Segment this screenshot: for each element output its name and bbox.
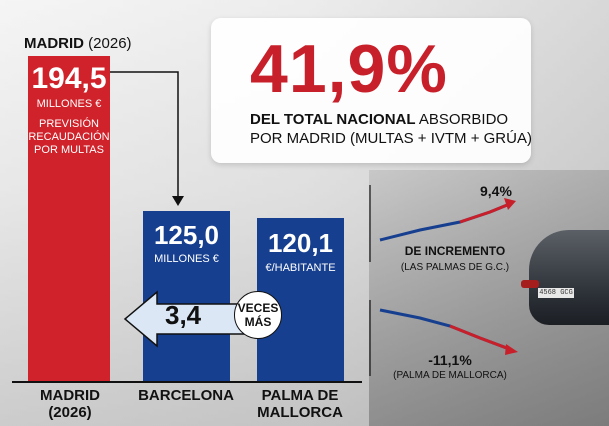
trend-up-label: DE INCREMENTO [404, 244, 506, 258]
trend-up-line [379, 201, 513, 242]
bar-unit-barcelona: MILLONES € [154, 253, 219, 265]
category-label-line: MALLORCA [257, 404, 343, 421]
car-plate: 4568 GCG [538, 288, 574, 298]
bar-unit-palma: €/HABITANTE [265, 262, 336, 274]
bar-value-palma: 120,1 [267, 228, 334, 258]
bar-value-barcelona: 125,0 [153, 220, 220, 250]
chart-baseline [12, 381, 362, 383]
trend-down-value: -11,1% [428, 352, 472, 368]
bar-note-line: PREVISIÓN [39, 118, 99, 130]
background-car [529, 230, 609, 325]
headline-line2: POR MADRID (MULTAS + IVTM + GRÚA) [250, 130, 532, 147]
headline-line1-rest: ABSORBIDO [415, 111, 509, 128]
headline-percentage: 41,9% [250, 31, 448, 107]
comparison-badge-line2: MÁS [244, 315, 272, 329]
trend-up-arrowhead [504, 198, 516, 210]
trend-up-line-accent [459, 201, 513, 224]
connector-arrow-line [110, 71, 179, 198]
category-label-line: BARCELONA [138, 387, 234, 404]
chart-header-city: MADRID [24, 35, 84, 52]
headline-card [211, 18, 531, 163]
bar-unit-madrid: MILLONES € [36, 98, 102, 110]
chart-header: MADRID (2026) [24, 35, 132, 52]
category-label-line: MADRID [40, 387, 100, 404]
trend-down-line-accent [449, 324, 513, 352]
category-label-line: (2026) [48, 404, 92, 421]
comparison-badge-line1: VECES [237, 301, 279, 315]
chart-header-year: (2026) [88, 35, 132, 52]
bar-madrid [28, 56, 110, 381]
trend-down-arrowhead [505, 344, 518, 355]
headline-description: DEL TOTAL NACIONAL ABSORBIDO POR MADRID … [250, 110, 532, 148]
car-tail-light [521, 280, 539, 288]
category-label-line: PALMA DE [261, 387, 339, 404]
category-label-madrid: MADRID (2026) [20, 387, 120, 421]
connector-arrow-head [172, 196, 184, 206]
category-label-palma: PALMA DE MALLORCA [250, 387, 350, 421]
trend-up-value: 9,4% [480, 183, 512, 199]
comparison-value: 3,4 [165, 300, 202, 330]
headline-line1-bold: DEL TOTAL NACIONAL [250, 111, 416, 128]
category-label-barcelona: BARCELONA [130, 387, 242, 404]
bar-note-line: RECAUDACIÓN [28, 131, 110, 143]
bar-note-line: POR MULTAS [34, 144, 104, 156]
trend-down-sub: (PALMA DE MALLORCA) [393, 370, 507, 381]
trend-up-sub: (LAS PALMAS DE G.C.) [400, 262, 510, 273]
bar-value-madrid: 194,5 [31, 62, 107, 95]
bar-note-madrid: PREVISIÓN RECAUDACIÓN POR MULTAS [28, 118, 110, 157]
comparison-badge: VECES MÁS [234, 291, 282, 339]
